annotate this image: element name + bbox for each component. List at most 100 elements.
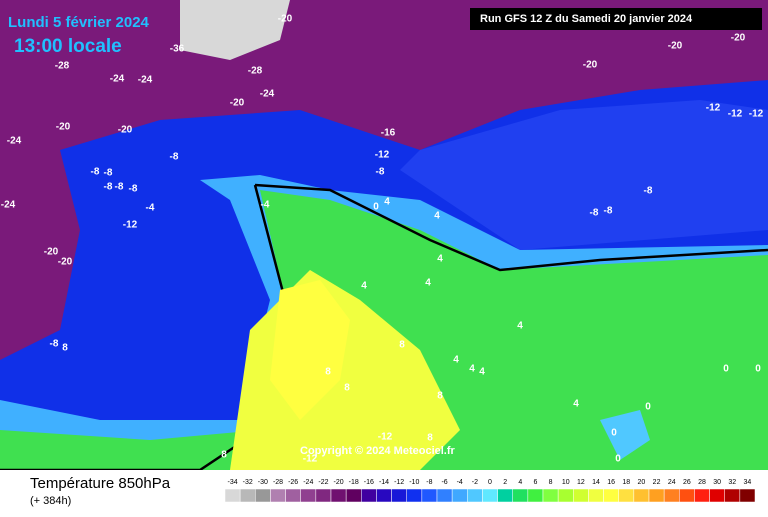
isotherm-label: -8 (115, 182, 124, 193)
isotherm-label: 4 (453, 355, 459, 366)
colorbar-label: 24 (668, 479, 676, 486)
isotherm-label: -8 (170, 152, 179, 163)
isotherm-label: 8 (427, 433, 433, 444)
isotherm-label: -20 (731, 33, 746, 44)
isotherm-label: -20 (278, 14, 293, 25)
colorbar-label: -10 (409, 479, 419, 486)
isotherm-label: -4 (261, 200, 270, 211)
colorbar-label: -18 (349, 479, 359, 486)
colorbar-swatch (255, 488, 271, 503)
isotherm-label: -8 (644, 186, 653, 197)
isotherm-label: -4 (146, 203, 155, 214)
isotherm-label: -20 (58, 257, 73, 268)
isotherm-label: -28 (55, 61, 70, 72)
zero-isotherm (254, 183, 768, 272)
isotherm-label: 4 (361, 281, 367, 292)
isotherm-label: 4 (434, 211, 440, 222)
isotherm-label: -8 (104, 182, 113, 193)
colorbar-swatch (270, 488, 286, 503)
colorbar-swatch (497, 488, 513, 503)
colorbar-swatch (633, 488, 650, 503)
isotherm-label: 8 (221, 450, 227, 461)
isotherm-label: 0 (645, 402, 651, 413)
colorbar: -34 -32 -30 -28 -26 -24 -22 -20 -18 -16 -14 -12 -10-… (224, 479, 756, 503)
run-text: Run GFS 12 Z du Samedi 20 janvier 2024 (480, 13, 693, 25)
isotherm-label: -8 (104, 168, 113, 179)
blue-region-east (400, 100, 768, 250)
colorbar-label: -22 (318, 479, 328, 486)
colorbar-swatch (467, 488, 483, 503)
copyright: Copyright © 2024 Meteociel.fr (300, 445, 456, 457)
colorbar-swatch (482, 488, 498, 503)
isotherm-label: -20 (44, 247, 59, 258)
colorbar-label: -24 (303, 479, 313, 486)
colorbar-label: 20 (638, 479, 646, 486)
colorbar-swatch (376, 488, 392, 503)
colorbar-label: 32 (728, 479, 736, 486)
colorbar-label: 6 (533, 479, 537, 486)
isotherm-label: 8 (399, 340, 405, 351)
colorbar-label: -26 (288, 479, 298, 486)
isotherm-label: 0 (723, 364, 729, 375)
colorbar-swatch (679, 488, 695, 503)
colorbar-swatch (557, 488, 574, 503)
isotherm-label: -28 (248, 66, 263, 77)
isotherm-label: -8 (590, 208, 599, 219)
run-box (470, 8, 762, 30)
colorbar-swatch (406, 488, 423, 503)
isotherm-label: 0 (373, 202, 379, 213)
isotherm-label: -8 (91, 167, 100, 178)
colorbar-label: 10 (562, 479, 570, 486)
time-text: 13:00 locale (14, 36, 122, 57)
colorbar-swatch (588, 488, 604, 503)
colorbar-swatch (451, 488, 468, 503)
isotherm-label: -24 (110, 74, 125, 85)
isotherm-label: -20 (230, 98, 245, 109)
isotherm-label: -24 (260, 89, 275, 100)
isotherm-label: -16 (381, 128, 396, 139)
colorbar-label: -32 (243, 479, 253, 486)
colorbar-swatch (224, 488, 241, 503)
cold-pocket (600, 410, 650, 460)
isotherm-label: -8 (604, 206, 613, 217)
isotherm-label: 4 (479, 367, 485, 378)
isotherm-label: 4 (437, 254, 443, 265)
isotherm-label: -20 (583, 60, 598, 71)
colorbar-label: 12 (577, 479, 585, 486)
date-text: Lundi 5 février 2024 (8, 14, 150, 31)
colorbar-label: 34 (744, 479, 752, 486)
isotherm-label: 4 (469, 364, 475, 375)
colorbar-label: 28 (698, 479, 706, 486)
isotherm-label: -12 (123, 220, 138, 231)
colorbar-label: -2 (472, 479, 478, 486)
colorbar-label: 30 (713, 479, 721, 486)
colorbar-label: 22 (653, 479, 661, 486)
isotherm-label: -36 (170, 44, 185, 55)
colorbar-label: 26 (683, 479, 691, 486)
colorbar-swatch (648, 488, 665, 503)
isotherm-label: -20 (118, 125, 133, 136)
colorbar-label: -14 (379, 479, 389, 486)
isotherm-label: -20 (668, 41, 683, 52)
isotherm-labels: -20-36-28 -28-24 -24-24-20-20 -20-24-16-12-… (1, 14, 764, 465)
colorbar-label: 16 (607, 479, 615, 486)
footer-lead: (+ 384h) (30, 495, 71, 507)
isotherm-label: -12 (303, 454, 318, 465)
colorbar-label: 4 (518, 479, 522, 486)
isotherm-label: 4 (517, 321, 523, 332)
isotherm-label: -8 (50, 339, 59, 350)
isotherm-label: -8 (129, 184, 138, 195)
isotherm-label: 4 (384, 197, 390, 208)
colorbar-swatch (694, 488, 710, 503)
isotherm-label: 8 (62, 343, 68, 354)
colorbar-swatch (724, 488, 741, 503)
colorbar-swatch (663, 488, 680, 503)
isotherm-label: -12 (728, 109, 743, 120)
colorbar-swatch (361, 488, 377, 503)
isotherm-label: -12 (706, 103, 721, 114)
colorbar-swatch (239, 488, 256, 503)
isotherm-label: -12 (378, 432, 393, 443)
isotherm-label: 8 (344, 383, 350, 394)
